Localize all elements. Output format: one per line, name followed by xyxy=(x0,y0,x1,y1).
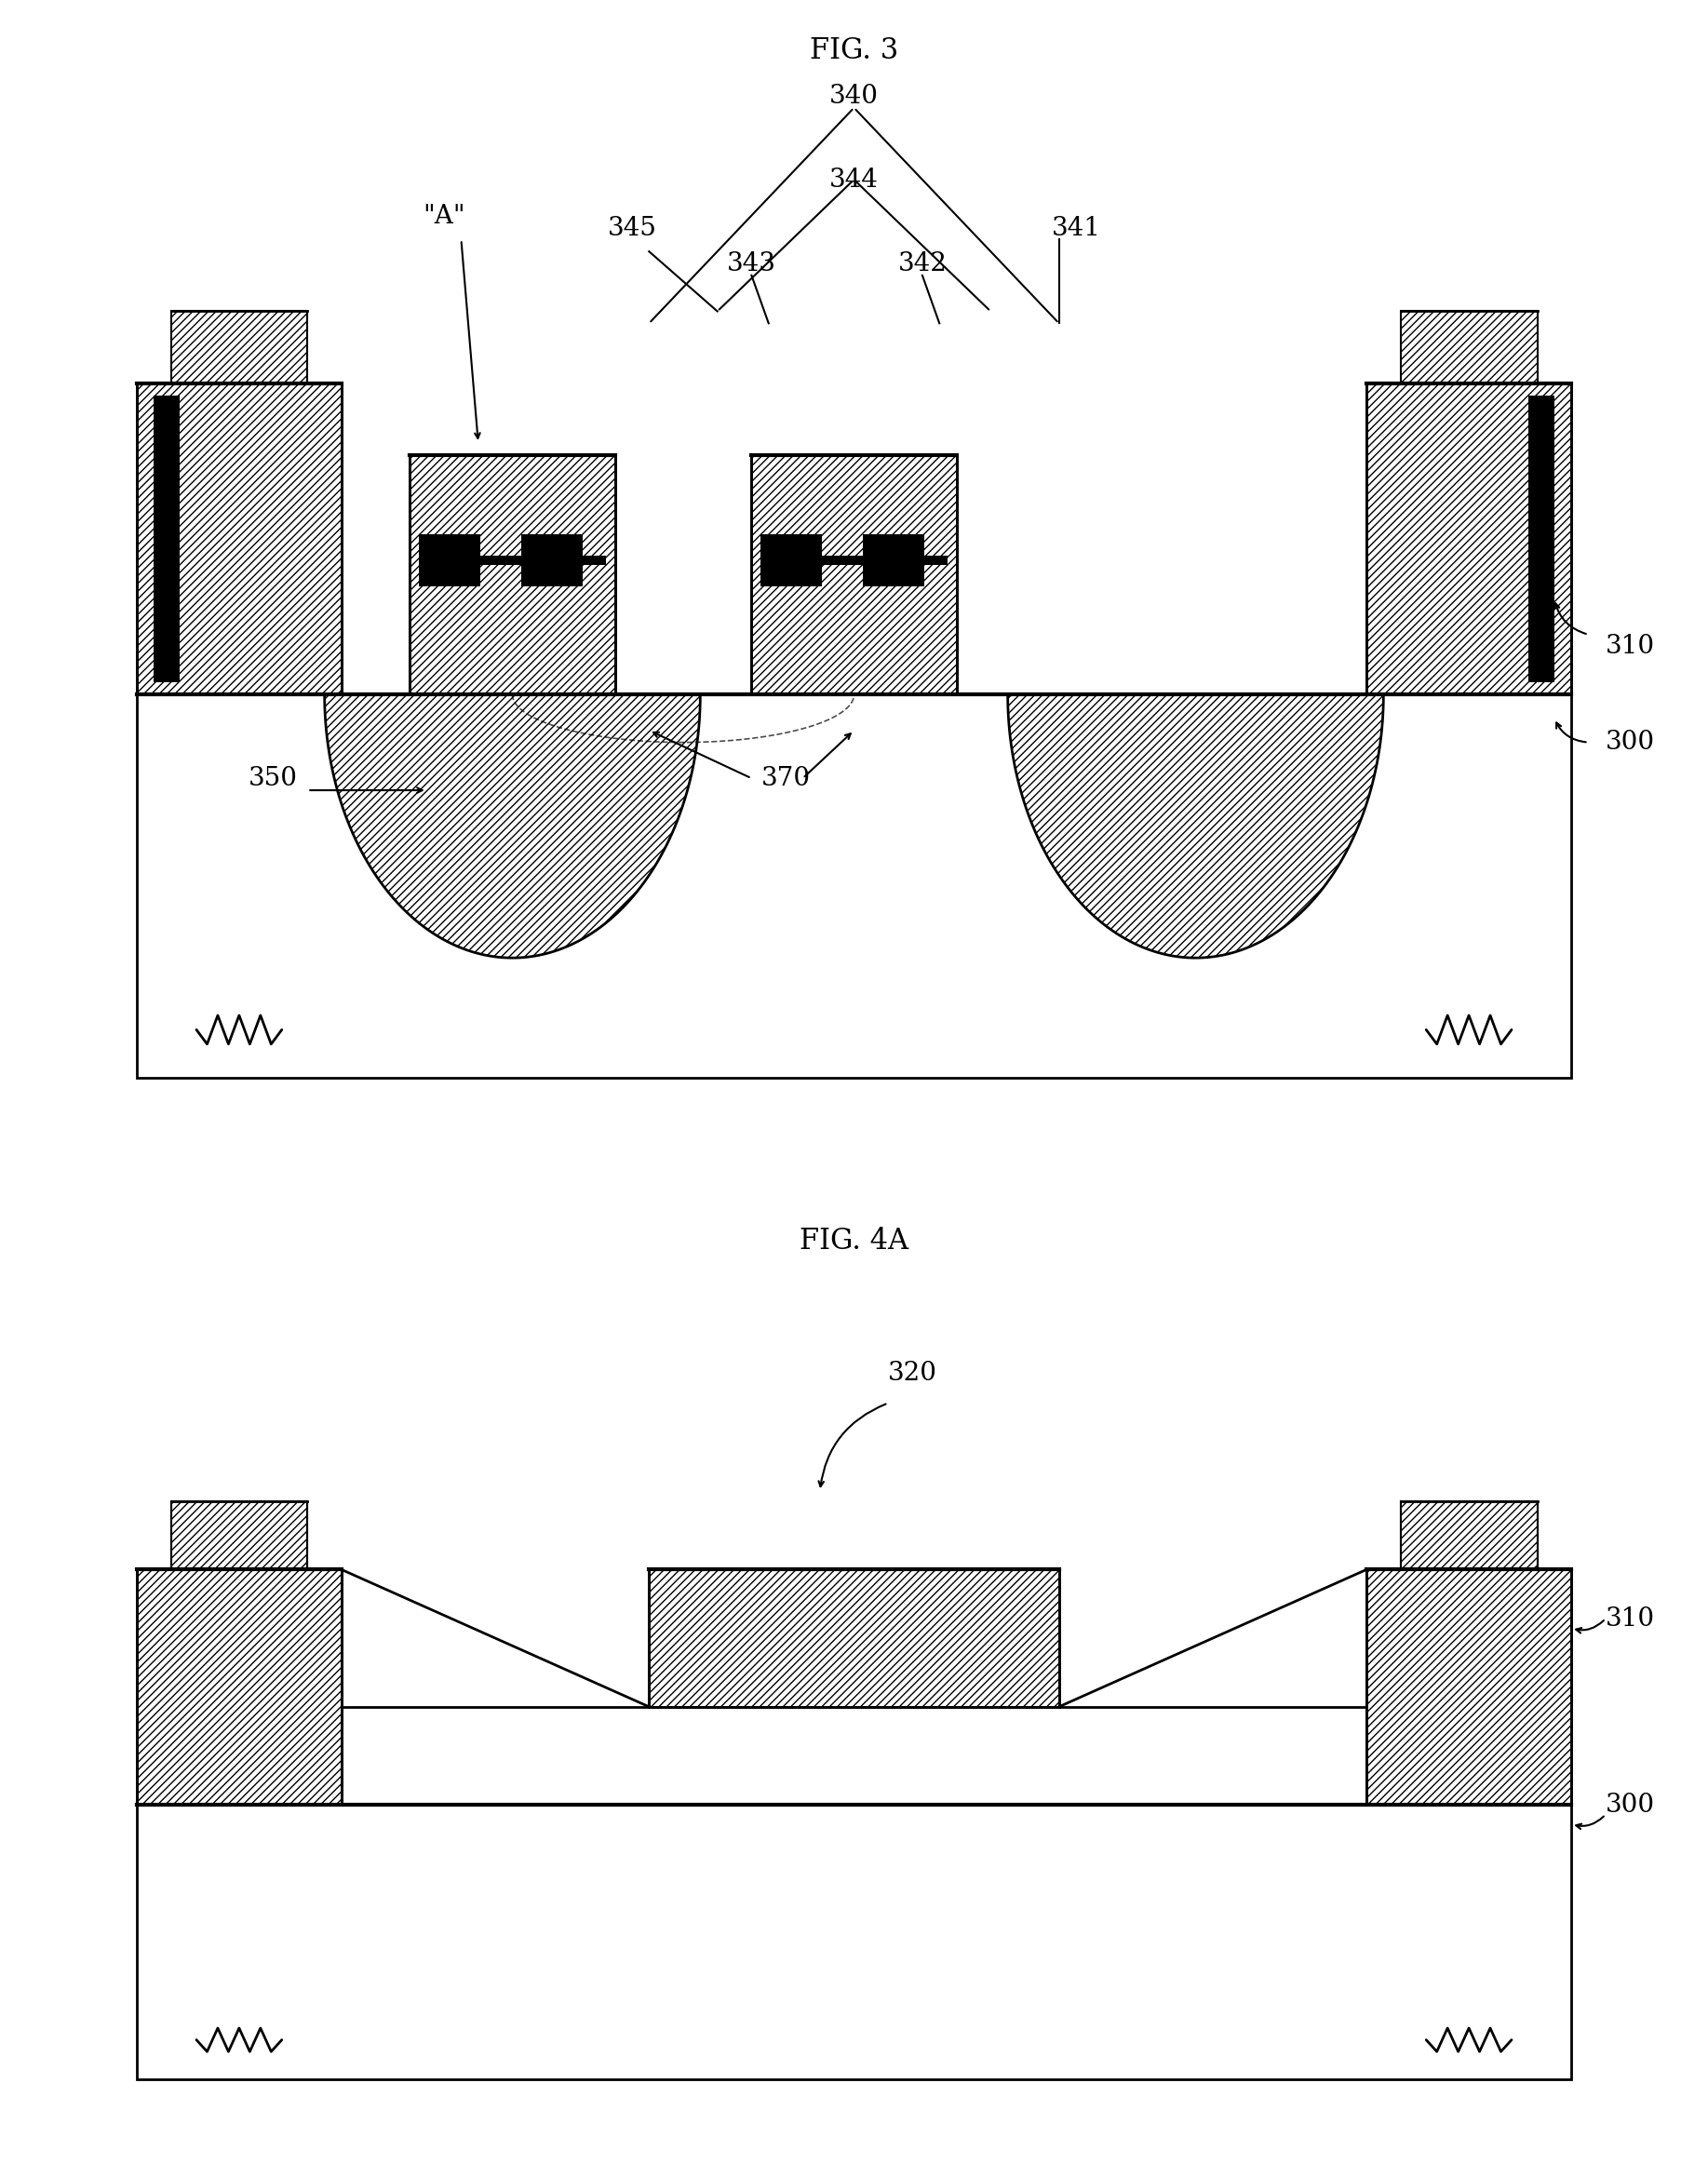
Text: 320: 320 xyxy=(888,1361,938,1387)
Bar xyxy=(154,396,179,684)
Bar xyxy=(1529,396,1554,684)
Bar xyxy=(1401,311,1537,383)
Bar xyxy=(137,1570,342,1805)
Bar xyxy=(760,533,822,588)
Bar xyxy=(418,555,606,566)
Text: 370: 370 xyxy=(762,766,810,792)
Text: 342: 342 xyxy=(898,253,946,276)
Bar xyxy=(418,533,480,588)
Bar xyxy=(171,311,307,383)
Text: 345: 345 xyxy=(608,216,656,242)
Bar xyxy=(752,455,956,694)
Bar xyxy=(171,1502,307,1570)
Polygon shape xyxy=(325,694,700,958)
Bar xyxy=(137,1805,1571,2079)
Text: 310: 310 xyxy=(1606,634,1655,660)
Bar xyxy=(410,455,615,694)
Text: 343: 343 xyxy=(728,253,775,276)
Text: 341: 341 xyxy=(1052,216,1100,242)
Text: 300: 300 xyxy=(1606,729,1655,755)
Bar xyxy=(1366,383,1571,694)
Text: FIG. 3: FIG. 3 xyxy=(810,37,898,65)
Text: 344: 344 xyxy=(830,168,878,194)
Bar xyxy=(1366,1570,1571,1805)
Text: FIG. 4A: FIG. 4A xyxy=(799,1228,909,1256)
Polygon shape xyxy=(1008,694,1383,958)
Text: 340: 340 xyxy=(830,83,878,109)
Bar xyxy=(1401,1502,1537,1570)
Text: 300: 300 xyxy=(1606,1792,1655,1818)
Bar xyxy=(649,1570,1059,1707)
Bar xyxy=(137,694,1571,1078)
Bar xyxy=(760,555,948,566)
Bar xyxy=(137,383,342,694)
Bar xyxy=(863,533,924,588)
Bar xyxy=(521,533,582,588)
Text: 350: 350 xyxy=(249,766,297,792)
Text: 310: 310 xyxy=(1606,1607,1655,1631)
Text: "A": "A" xyxy=(424,205,465,229)
